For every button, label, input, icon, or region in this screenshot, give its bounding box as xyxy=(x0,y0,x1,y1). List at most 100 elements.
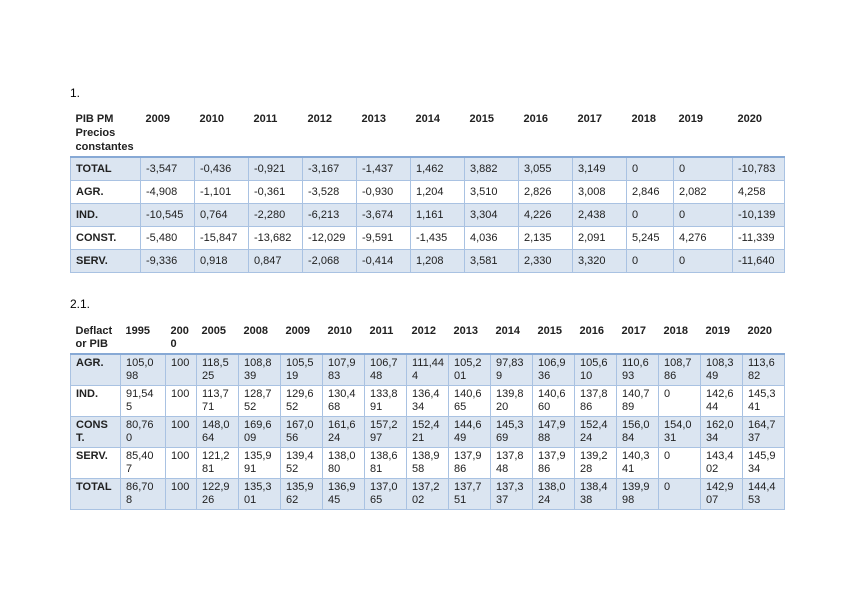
data-cell: 108,786 xyxy=(658,353,701,386)
data-cell: 100 xyxy=(165,353,197,386)
data-cell: -5,480 xyxy=(140,226,195,250)
data-cell: 0 xyxy=(673,156,733,181)
deflactor-pib-table: Deflactor PIB 1995 2000 2005 2008 2009 2010 201… xyxy=(70,323,785,510)
data-cell: 3,882 xyxy=(464,156,519,181)
year-column-header: 2018 xyxy=(626,110,674,158)
data-cell: 137,986 xyxy=(532,447,575,479)
row-label: TOTAL xyxy=(70,156,141,181)
data-cell: 2,135 xyxy=(518,226,573,250)
data-cell: 0 xyxy=(626,156,674,181)
data-cell: 140,341 xyxy=(616,447,659,479)
data-cell: 3,055 xyxy=(518,156,573,181)
data-cell: -11,640 xyxy=(732,249,785,273)
data-cell: -3,547 xyxy=(140,156,195,181)
section-deflactor-pib: 2.1. Deflactor PIB 1995 2000 2005 2008 2009 20… xyxy=(70,297,848,510)
year-column-header: 1995 xyxy=(120,323,166,355)
data-cell: 164,737 xyxy=(742,416,785,448)
data-cell: 138,438 xyxy=(574,478,617,510)
year-column-header: 2012 xyxy=(406,323,449,355)
data-cell: 4,258 xyxy=(732,180,785,204)
data-cell: 136,945 xyxy=(322,478,365,510)
data-cell: 2,330 xyxy=(518,249,573,273)
data-cell: -2,068 xyxy=(302,249,357,273)
data-cell: 139,820 xyxy=(490,385,533,417)
pib-pm-precios-constantes-table: PIB PM Precios constantes 2009 2010 2011 201… xyxy=(70,110,785,273)
data-cell: 0 xyxy=(673,249,733,273)
year-column-header: 2014 xyxy=(410,110,465,158)
data-cell: 113,682 xyxy=(742,353,785,386)
row-label: AGR. xyxy=(70,180,141,204)
data-cell: 100 xyxy=(165,478,197,510)
table-title-header: Deflactor PIB xyxy=(70,323,121,355)
data-cell: 2,438 xyxy=(572,203,627,227)
row-label: CONST. xyxy=(70,416,121,448)
data-cell: 113,771 xyxy=(196,385,239,417)
data-cell: 0 xyxy=(626,203,674,227)
data-cell: 142,907 xyxy=(700,478,743,510)
data-cell: 136,434 xyxy=(406,385,449,417)
data-cell: -6,213 xyxy=(302,203,357,227)
data-cell: 0 xyxy=(626,249,674,273)
year-column-header: 2017 xyxy=(616,323,659,355)
data-cell: 111,444 xyxy=(406,353,449,386)
data-cell: 1,204 xyxy=(410,180,465,204)
data-cell: -10,783 xyxy=(732,156,785,181)
data-cell: 138,024 xyxy=(532,478,575,510)
data-cell: 0 xyxy=(658,478,701,510)
year-column-header: 2018 xyxy=(658,323,701,355)
data-cell: 118,525 xyxy=(196,353,239,386)
row-label: CONST. xyxy=(70,226,141,250)
data-cell: 137,065 xyxy=(364,478,407,510)
data-cell: 129,652 xyxy=(280,385,323,417)
data-cell: 137,751 xyxy=(448,478,491,510)
year-column-header: 2010 xyxy=(322,323,365,355)
data-cell: 1,161 xyxy=(410,203,465,227)
data-cell: -10,139 xyxy=(732,203,785,227)
row-label: IND. xyxy=(70,385,121,417)
data-cell: 0 xyxy=(658,385,701,417)
data-cell: 2,082 xyxy=(673,180,733,204)
section-2-number: 2.1. xyxy=(70,297,91,311)
year-column-header: 2009 xyxy=(280,323,323,355)
data-cell: 137,337 xyxy=(490,478,533,510)
data-cell: 100 xyxy=(165,416,197,448)
data-cell: 2,091 xyxy=(572,226,627,250)
year-column-header: 2020 xyxy=(732,110,785,158)
data-cell: 147,988 xyxy=(532,416,575,448)
data-cell: 156,084 xyxy=(616,416,659,448)
data-cell: 139,452 xyxy=(280,447,323,479)
data-cell: 145,934 xyxy=(742,447,785,479)
section-1-number: 1. xyxy=(70,86,81,100)
year-column-header: 2009 xyxy=(140,110,195,158)
data-cell: 110,693 xyxy=(616,353,659,386)
table-row: IND. -10,545 0,764 -2,280 -6,213 -3,674 1,161 3… xyxy=(70,203,785,227)
table-row: CONST. 80,760 100 148,064 169,609 167,056 161,… xyxy=(70,416,785,448)
data-cell: 105,610 xyxy=(574,353,617,386)
data-cell: 2,846 xyxy=(626,180,674,204)
data-cell: 157,297 xyxy=(364,416,407,448)
data-cell: -0,436 xyxy=(194,156,249,181)
data-cell: 145,341 xyxy=(742,385,785,417)
table-row: AGR. -4,908 -1,101 -0,361 -3,528 -0,930 1,204 3… xyxy=(70,180,785,204)
data-cell: 133,891 xyxy=(364,385,407,417)
data-cell: 0,764 xyxy=(194,203,249,227)
data-cell: 97,839 xyxy=(490,353,533,386)
data-cell: 137,986 xyxy=(448,447,491,479)
year-column-header: 2012 xyxy=(302,110,357,158)
data-cell: 139,998 xyxy=(616,478,659,510)
section-pib-constantes: 1. PIB PM Precios constantes 2009 2010 2011… xyxy=(70,86,848,273)
data-cell: 135,962 xyxy=(280,478,323,510)
data-cell: 140,789 xyxy=(616,385,659,417)
data-cell: -1,435 xyxy=(410,226,465,250)
table-row: SERV. 85,407 100 121,281 135,991 139,452 138,0… xyxy=(70,447,785,479)
data-cell: 138,681 xyxy=(364,447,407,479)
table-row: TOTAL 86,708 100 122,926 135,301 135,962 136,9… xyxy=(70,478,785,510)
year-column-header: 2014 xyxy=(490,323,533,355)
row-label: AGR. xyxy=(70,353,121,386)
data-cell: 100 xyxy=(165,447,197,479)
data-cell: 122,926 xyxy=(196,478,239,510)
data-cell: -0,414 xyxy=(356,249,411,273)
year-column-header: 2020 xyxy=(742,323,785,355)
data-cell: 107,983 xyxy=(322,353,365,386)
